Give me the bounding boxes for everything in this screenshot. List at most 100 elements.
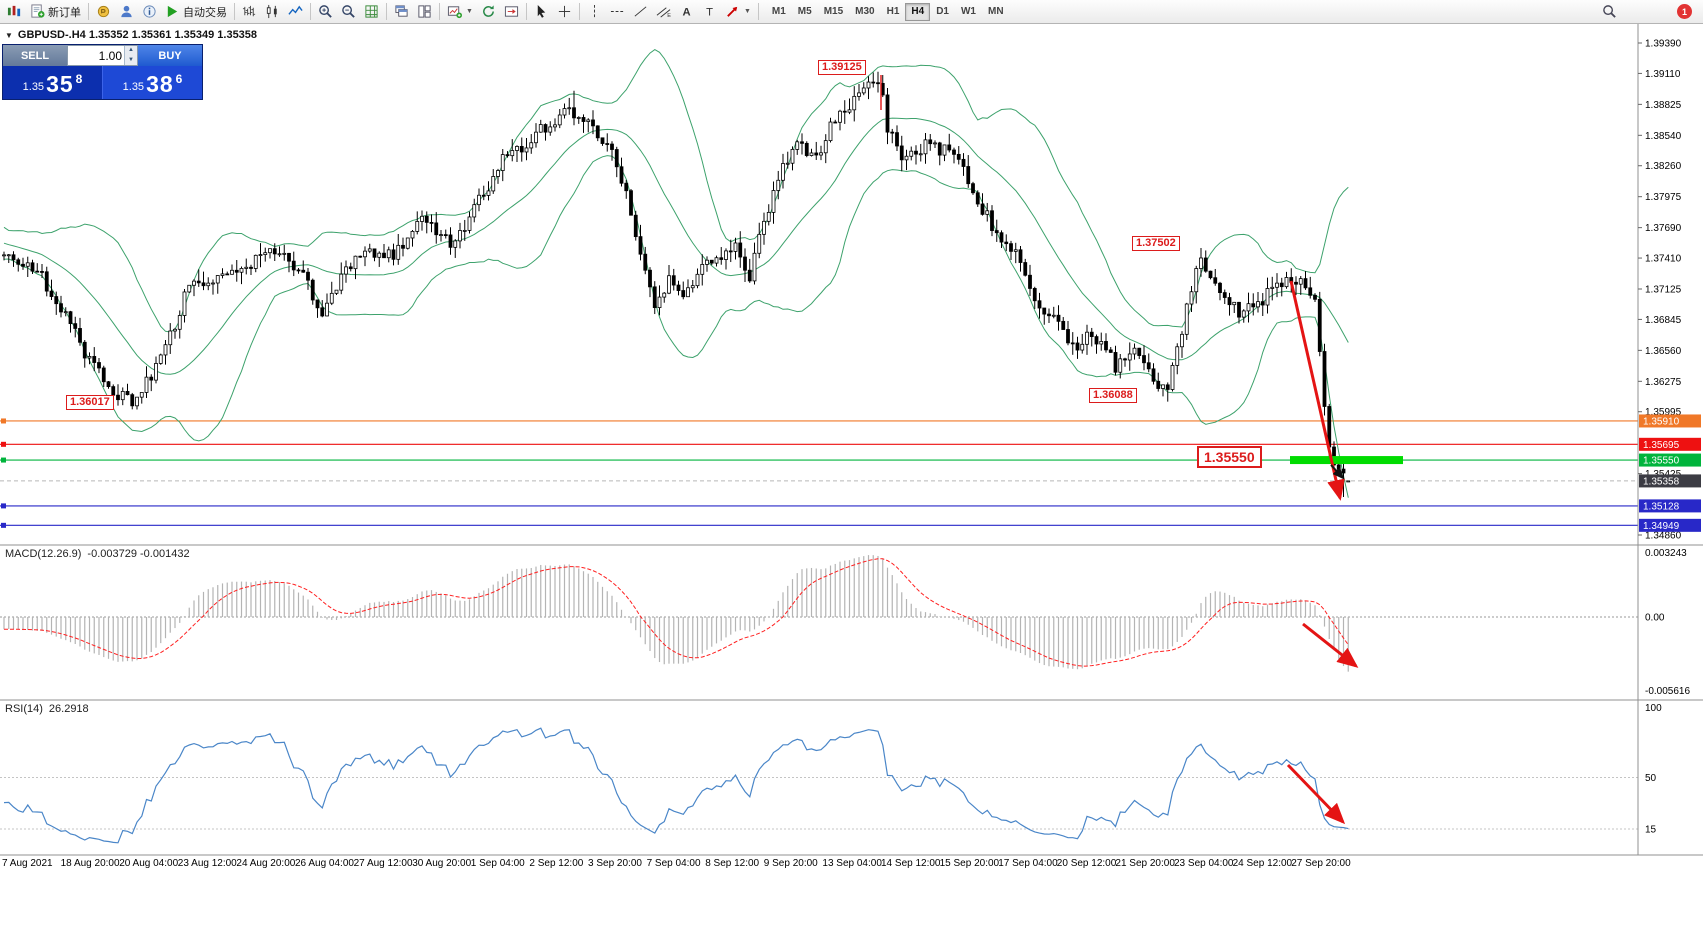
- label-tool-icon: T: [706, 6, 713, 18]
- candle: [372, 248, 377, 258]
- label-tool-button[interactable]: T: [698, 2, 721, 22]
- search-button[interactable]: [1598, 2, 1621, 22]
- buy-price[interactable]: 1.35 38 6: [102, 66, 202, 99]
- grid-button[interactable]: [360, 2, 383, 22]
- price-callout[interactable]: 1.36088: [1089, 388, 1137, 403]
- candle: [168, 330, 173, 346]
- price-callout[interactable]: 1.37502: [1132, 236, 1180, 251]
- candle: [857, 92, 861, 97]
- bar-chart-button[interactable]: [238, 2, 261, 22]
- candle: [472, 204, 477, 218]
- new-order-button[interactable]: 新订单: [26, 2, 85, 22]
- candle: [287, 252, 291, 262]
- trendline-tool-button[interactable]: [629, 2, 652, 22]
- notification-badge[interactable]: 1: [1677, 4, 1692, 19]
- symbol-ohlc-text: GBPUSD-.H4 1.35352 1.35361 1.35349 1.353…: [17, 29, 258, 41]
- refresh-button[interactable]: [477, 2, 500, 22]
- accounts-button[interactable]: [115, 2, 138, 22]
- candle: [491, 176, 496, 192]
- candle: [1151, 368, 1156, 382]
- sell-button[interactable]: SELL: [3, 45, 67, 66]
- timeframe-button-m5[interactable]: M5: [797, 6, 812, 17]
- time-axis-label: 1 Sep 04:00: [471, 858, 525, 869]
- zoom-out-button[interactable]: [337, 2, 360, 22]
- new-chart-button[interactable]: ▼: [443, 2, 477, 22]
- candle: [25, 262, 30, 267]
- price-callout[interactable]: 1.39125: [818, 60, 866, 75]
- market-button[interactable]: [92, 2, 115, 22]
- chart-window-button[interactable]: [3, 2, 26, 22]
- volume-input[interactable]: [68, 46, 124, 65]
- candle: [1284, 277, 1289, 288]
- candle: [282, 252, 287, 255]
- candle: [1137, 347, 1142, 356]
- candle: [434, 222, 439, 236]
- candle: [505, 154, 510, 157]
- timeframe-button-m1[interactable]: M1: [771, 6, 786, 17]
- trend-arrow[interactable]: [1302, 622, 1359, 668]
- price-tick-label: 1.36560: [1645, 346, 1682, 357]
- line-chart-button[interactable]: [284, 2, 307, 22]
- timeframe-button-d1[interactable]: D1: [936, 6, 949, 17]
- candle: [510, 150, 515, 157]
- time-axis-label: 23 Sep 04:00: [1174, 858, 1234, 869]
- candle: [1227, 297, 1232, 306]
- candle: [97, 362, 101, 369]
- chart-shift-button[interactable]: [500, 2, 523, 22]
- vertical-line-tool-button[interactable]: [583, 2, 606, 22]
- candle: [249, 266, 253, 269]
- line-handle[interactable]: [1, 522, 6, 528]
- volume-increase-button[interactable]: ▲: [125, 46, 137, 56]
- bollinger-lower-band: [3, 155, 1349, 498]
- zoom-in-button[interactable]: [314, 2, 337, 22]
- candle: [657, 296, 662, 308]
- line-handle[interactable]: [1, 418, 6, 424]
- candle: [1118, 358, 1123, 373]
- sell-price[interactable]: 1.35 35 8: [3, 66, 102, 99]
- info-button[interactable]: [138, 2, 161, 22]
- price-callout[interactable]: 1.36017: [66, 395, 114, 410]
- price-callout[interactable]: 1.35550: [1197, 446, 1262, 468]
- horizontal-line-tool-button[interactable]: [606, 2, 629, 22]
- one-click-panel-toggle-icon[interactable]: ▼: [5, 30, 13, 40]
- timeframe-button-w1[interactable]: W1: [960, 6, 976, 17]
- trend-arrow[interactable]: [1286, 763, 1346, 825]
- support-zone-highlight[interactable]: [1290, 456, 1403, 465]
- timeframe-button-h4[interactable]: H4: [905, 2, 931, 21]
- time-axis-label: 21 Sep 20:00: [1115, 858, 1175, 869]
- buy-button[interactable]: BUY: [138, 45, 202, 66]
- cursor-tool-button[interactable]: [530, 2, 553, 22]
- candle: [866, 81, 871, 89]
- chart-shift-icon: [504, 6, 518, 17]
- candle: [396, 244, 401, 260]
- line-handle[interactable]: [1, 503, 6, 509]
- text-tool-button[interactable]: A: [675, 2, 698, 22]
- channel-tool-button[interactable]: E: [652, 2, 675, 22]
- trend-arrow[interactable]: [1289, 280, 1345, 501]
- candle: [966, 166, 971, 185]
- candle: [985, 210, 990, 215]
- cascade-windows-button[interactable]: [390, 2, 413, 22]
- candle: [952, 149, 956, 155]
- timeframe-button-mn[interactable]: MN: [987, 6, 1004, 17]
- candle: [994, 230, 999, 234]
- auto-trading-button[interactable]: 自动交易: [161, 2, 231, 22]
- candle: [1203, 257, 1208, 272]
- candlestick-chart-button[interactable]: [261, 2, 284, 22]
- candle: [648, 269, 652, 288]
- candle: [448, 234, 453, 248]
- candle: [833, 121, 838, 124]
- candle: [1127, 353, 1132, 361]
- timeframe-button-h1[interactable]: H1: [886, 6, 900, 17]
- arrows-tool-button[interactable]: ▼: [721, 2, 755, 22]
- timeframe-button-m30[interactable]: M30: [855, 6, 875, 17]
- timeframe-button-m15[interactable]: M15: [823, 6, 844, 17]
- candle: [130, 394, 135, 407]
- candle: [809, 152, 814, 156]
- crosshair-tool-button[interactable]: [553, 2, 576, 22]
- line-handle[interactable]: [1, 441, 6, 447]
- tile-windows-button[interactable]: [413, 2, 436, 22]
- price-badge: 1.34949: [1639, 518, 1701, 532]
- volume-decrease-button[interactable]: ▼: [125, 55, 137, 65]
- line-handle[interactable]: [1, 457, 6, 463]
